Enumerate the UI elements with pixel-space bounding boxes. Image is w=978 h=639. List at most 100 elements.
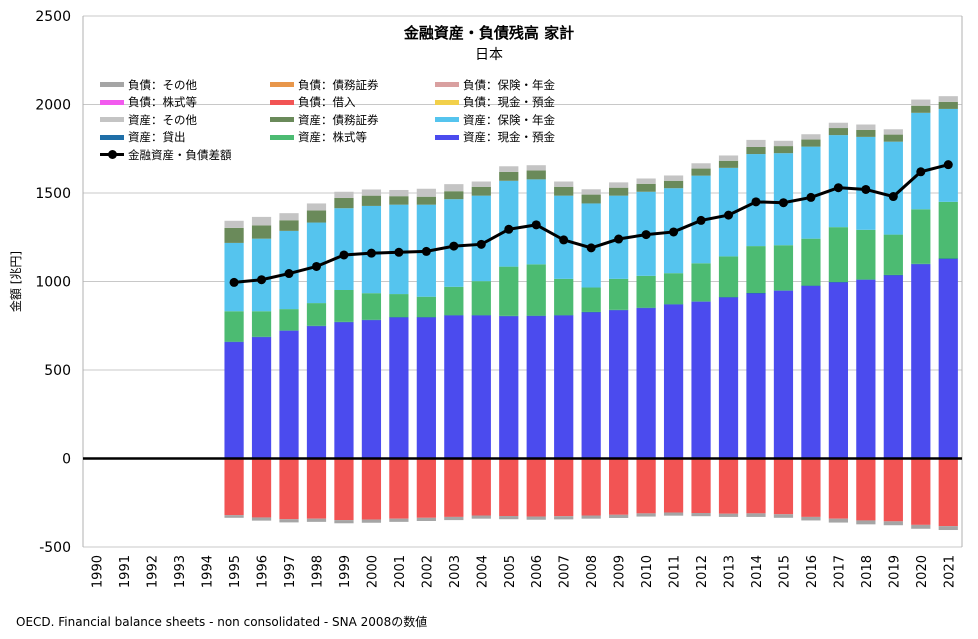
bar-segment (746, 246, 766, 294)
bar-segment (526, 315, 546, 317)
net-assets-point (724, 210, 734, 220)
bar-segment (938, 201, 958, 259)
x-tick-label: 1994 (201, 555, 216, 588)
bar-segment (828, 227, 849, 283)
bar-segment (361, 320, 382, 459)
net-assets-point (339, 250, 349, 260)
bar-segment (636, 308, 656, 459)
legend-label: 資産：保険・年金 (463, 112, 555, 127)
bar-segment (581, 194, 601, 204)
bar-segment (389, 317, 409, 318)
net-assets-point (257, 275, 267, 285)
bar-segment (883, 129, 903, 135)
net-assets-point (641, 230, 651, 240)
bar-segment (499, 166, 519, 172)
bar-segment (636, 275, 656, 308)
bar-segment (746, 458, 766, 514)
y-tick-label: 2500 (35, 9, 71, 25)
legend-label: 負債：保険・年金 (463, 77, 555, 92)
bar-segment (663, 512, 684, 516)
bar-segment (801, 139, 821, 147)
legend-label: 金融資産・負債差額 (128, 147, 232, 162)
bar-segment (828, 135, 849, 228)
legend-label: 資産：債務証券 (298, 112, 379, 127)
bar-segment (251, 311, 272, 337)
legend-swatch (435, 99, 459, 105)
bar-segment (911, 264, 931, 459)
x-tick-label: 2016 (805, 555, 820, 588)
bar-segment (609, 514, 629, 518)
bar-segment (251, 225, 272, 239)
bar-segment (444, 286, 464, 316)
bar-segment (389, 196, 409, 205)
bar-segment (526, 316, 546, 459)
bar-segment (883, 458, 903, 522)
x-tick-label: 2008 (585, 555, 600, 588)
bar-segment (609, 182, 629, 188)
net-assets-point (311, 261, 321, 271)
bar-segment (499, 516, 519, 520)
bar-segment (801, 146, 821, 239)
legend-line-marker (100, 150, 124, 159)
bar-segment (389, 317, 409, 459)
bar-segment (938, 526, 958, 531)
bar-segment (718, 155, 739, 161)
net-assets-point (778, 198, 788, 208)
bar-segment (609, 278, 629, 310)
source-note: OECD. Financial balance sheets - non con… (16, 615, 428, 629)
bar-segment (389, 518, 409, 522)
bar-segment (828, 128, 849, 136)
x-tick-label: 2018 (860, 555, 875, 588)
bar-segment (856, 136, 876, 230)
bar-segment (224, 227, 244, 243)
x-tick-label: 1997 (283, 555, 298, 588)
legend-label: 負債：現金・預金 (463, 95, 555, 109)
bar-segment (471, 315, 491, 459)
net-assets-point (586, 243, 596, 253)
bar-segment (856, 279, 876, 280)
bar-segment (883, 234, 903, 275)
bar-segment (306, 326, 327, 459)
bar-segment (746, 146, 766, 155)
bar-segment (251, 336, 272, 338)
x-tick-label: 1991 (118, 555, 133, 588)
bar-segment (718, 297, 739, 459)
bar-segment (444, 191, 464, 200)
bar-segment (334, 208, 354, 290)
bar-segment (581, 312, 601, 459)
bar-segment (883, 274, 903, 276)
bar-segment (773, 290, 794, 291)
bar-segment (581, 458, 601, 516)
net-assets-point (806, 192, 816, 202)
x-tick-label: 1996 (256, 555, 271, 588)
net-assets-point (861, 184, 871, 194)
net-assets-point (943, 160, 953, 170)
bar-segment (636, 307, 656, 309)
bar-segment (828, 458, 849, 519)
bar-segment (718, 513, 739, 517)
x-tick-label: 1995 (228, 555, 243, 588)
bar-segment (279, 213, 299, 221)
bar-segment (691, 458, 711, 514)
bar-segment (306, 203, 327, 211)
x-tick-label: 1992 (146, 555, 161, 588)
bar-segment (773, 290, 794, 459)
bar-segment (691, 513, 711, 517)
bar-segment (938, 258, 958, 459)
bar-segment (416, 517, 436, 521)
bar-segment (856, 129, 876, 137)
bar-segment (279, 519, 299, 523)
bar-segment (856, 279, 876, 459)
bar-segment (499, 458, 519, 517)
net-assets-point (888, 192, 898, 202)
chart-subtitle: 日本 (475, 47, 503, 63)
bar-segment (416, 188, 436, 197)
bar-segment (389, 458, 409, 519)
x-tick-label: 2007 (558, 555, 573, 588)
bar-segment (361, 319, 382, 321)
bar-segment (334, 520, 354, 524)
bar-segment (718, 297, 739, 298)
bar-segment (526, 516, 546, 520)
bar-segment (499, 315, 519, 317)
